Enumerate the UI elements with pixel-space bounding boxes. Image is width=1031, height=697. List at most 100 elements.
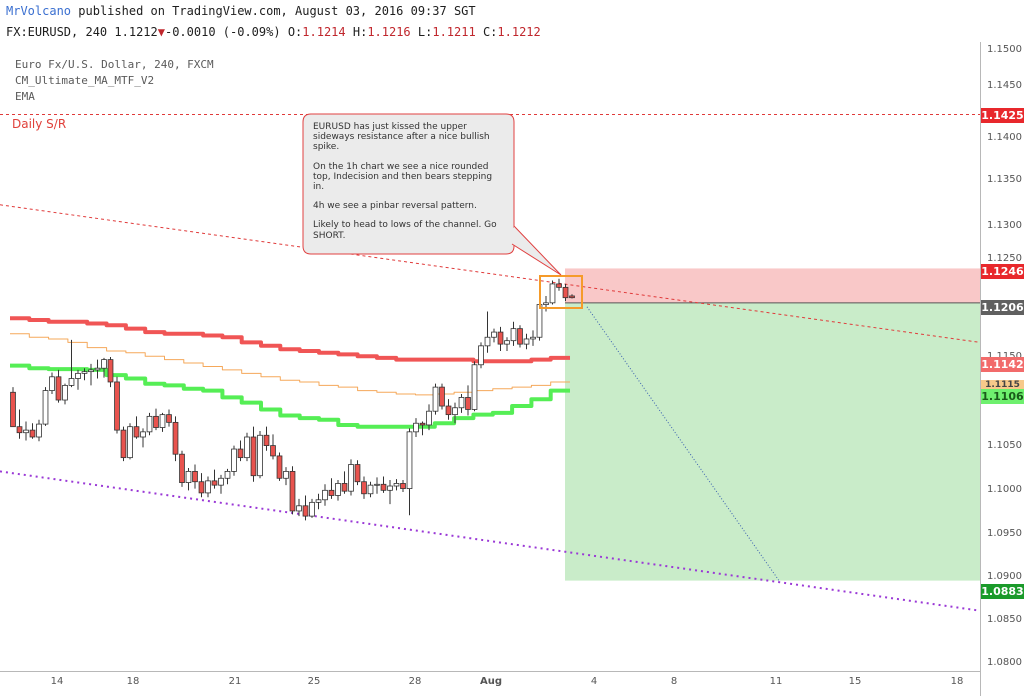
- candle-body: [257, 434, 263, 477]
- candle-body: [354, 464, 361, 483]
- candle-body: [556, 283, 562, 288]
- candle-body: [185, 470, 192, 483]
- close-value: 1.1212: [497, 25, 541, 39]
- candle-body: [406, 431, 413, 489]
- candle-body: [393, 483, 400, 487]
- candle-body: [478, 345, 484, 366]
- x-tick: 15: [848, 676, 862, 687]
- candle-body: [62, 384, 68, 401]
- candle-body: [484, 336, 491, 347]
- candle-body: [172, 421, 179, 455]
- candle-body: [94, 367, 101, 371]
- candle-body: [231, 448, 237, 472]
- indicator-legend-ma: CM_Ultimate_MA_MTF_V2: [15, 74, 155, 87]
- price-tag-ema: 1.1115: [981, 380, 1024, 390]
- candle-body: [29, 429, 36, 438]
- low-value: 1.1211: [432, 25, 476, 39]
- candle-body: [140, 431, 146, 438]
- candle-body: [361, 481, 367, 495]
- take-profit-zone: [565, 302, 980, 581]
- y-tick: 1.1350: [987, 174, 1022, 185]
- price-tag-stop: 1.1246: [981, 264, 1024, 279]
- y-tick: 1.0800: [987, 657, 1022, 668]
- y-tick: 1.0850: [987, 614, 1022, 625]
- y-tick: 1.1000: [987, 484, 1022, 495]
- note-line: Likely to head to lows of the channel. G…: [313, 220, 497, 241]
- candle-body: [133, 426, 140, 438]
- x-tick: 18: [126, 676, 140, 687]
- candle-body: [335, 483, 341, 496]
- x-tick: 8: [670, 676, 678, 687]
- price-tag-ma-green: 1.1106: [981, 389, 1024, 404]
- upper-channel-line: [0, 204, 980, 343]
- high-value: 1.1216: [367, 25, 411, 39]
- open-label: O:: [287, 25, 303, 39]
- candle-body: [426, 410, 432, 426]
- candle-body: [120, 429, 127, 459]
- quote-header: FX:EURUSD, 240 1.1212▼-0.0010 (-0.09%) O…: [0, 22, 1031, 42]
- candle-body: [296, 505, 302, 512]
- open-value: 1.1214: [302, 25, 346, 39]
- y-tick: 1.1050: [987, 440, 1022, 451]
- candle-body: [328, 489, 335, 496]
- x-tick: 4: [590, 676, 598, 687]
- candle-body: [536, 304, 543, 338]
- candle-body: [179, 453, 185, 483]
- candle-body: [263, 434, 270, 446]
- candle-body: [218, 477, 224, 486]
- candle-body: [166, 414, 172, 423]
- price-chart[interactable]: [0, 42, 980, 671]
- down-arrow-icon: ▼: [157, 25, 165, 39]
- candle-body: [523, 338, 530, 345]
- y-tick: 1.0900: [987, 571, 1022, 582]
- candle-body: [387, 485, 393, 491]
- price-change: -0.0010 (-0.09%): [164, 25, 281, 39]
- candle-body: [75, 372, 81, 379]
- candle-body: [309, 501, 315, 517]
- candle-body: [562, 286, 569, 299]
- candle-body: [400, 483, 406, 490]
- candle-body: [439, 386, 445, 407]
- candle-body: [367, 484, 374, 495]
- candle-body: [504, 340, 510, 345]
- price-tag-entry: 1.1206: [981, 300, 1024, 315]
- candle-body: [283, 470, 289, 479]
- candle-body: [315, 499, 322, 503]
- y-tick: 1.1250: [987, 253, 1022, 264]
- publish-header: MrVolcano published on TradingView.com, …: [0, 0, 1031, 22]
- instrument-legend: Euro Fx/U.S. Dollar, 240, FXCM: [15, 58, 214, 71]
- time-axis[interactable]: [0, 671, 980, 697]
- candle-body: [159, 414, 166, 428]
- candle-body: [205, 480, 211, 494]
- candle-body: [341, 483, 348, 492]
- candle-body: [107, 359, 114, 383]
- symbol-label: FX:EURUSD, 240: [6, 25, 108, 39]
- candle-body: [55, 376, 62, 401]
- price-axis[interactable]: [980, 42, 981, 696]
- candle-body: [114, 381, 120, 431]
- candle-body: [192, 470, 198, 483]
- candle-body: [549, 283, 556, 304]
- candle-body: [289, 470, 296, 512]
- x-tick: 25: [307, 676, 321, 687]
- y-tick: 1.1150: [987, 351, 1022, 362]
- low-label: L:: [417, 25, 433, 39]
- y-tick: 1.1300: [987, 220, 1022, 231]
- price-tag-resistance: 1.1425: [981, 108, 1024, 123]
- callout-bubble: [302, 113, 515, 255]
- last-price: 1.1212: [114, 25, 158, 39]
- candle-body: [10, 391, 16, 428]
- candle-body: [224, 470, 231, 479]
- x-tick: Aug: [479, 676, 503, 687]
- candle-body: [465, 397, 471, 410]
- note-line: On the 1h chart we see a nice rounded to…: [313, 161, 493, 193]
- candle-body: [419, 422, 426, 426]
- callout-pointer: [511, 225, 562, 276]
- author-link[interactable]: MrVolcano: [6, 4, 72, 18]
- candle-body: [543, 302, 549, 305]
- candle-body: [153, 415, 159, 428]
- candle-body: [413, 422, 419, 433]
- pinbar-highlight-box: [539, 275, 583, 309]
- close-label: C:: [482, 25, 498, 39]
- candle-body: [432, 386, 439, 412]
